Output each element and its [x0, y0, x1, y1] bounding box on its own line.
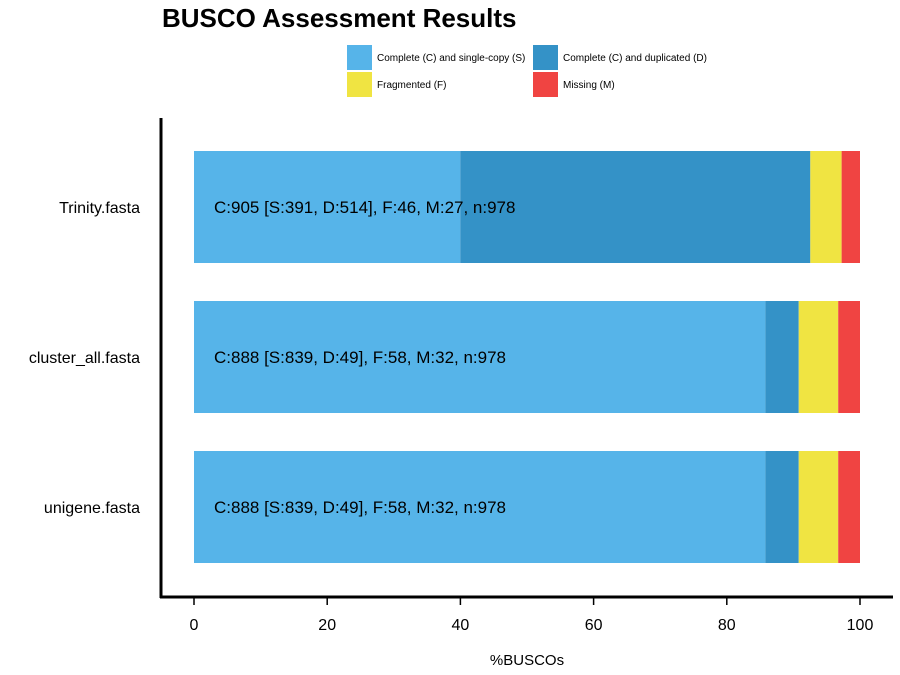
bars: C:905 [S:391, D:514], F:46, M:27, n:978 C…	[194, 151, 860, 563]
legend-label: Missing (M)	[563, 80, 615, 91]
chart-title: BUSCO Assessment Results	[162, 3, 517, 33]
legend-swatch	[347, 72, 372, 97]
bar-segment	[194, 151, 461, 263]
legend-swatch	[533, 72, 558, 97]
bar-segment	[460, 151, 811, 263]
legend-label: Complete (C) and single-copy (S)	[377, 53, 525, 64]
bar-segment	[838, 451, 860, 563]
y-axis-labels: Trinity.fasta cluster_all.fasta unigene.fa…	[29, 200, 140, 517]
bar-segment	[765, 451, 799, 563]
bar-segment	[838, 301, 860, 413]
legend-swatch	[533, 45, 558, 70]
x-axis: 0 20 40 60 80 100	[190, 598, 874, 634]
bar-segment	[798, 451, 839, 563]
x-tick-label: 20	[318, 617, 336, 634]
legend-swatch	[347, 45, 372, 70]
bar-data-label: C:905 [S:391, D:514], F:46, M:27, n:978	[214, 198, 515, 217]
bar-data-label: C:888 [S:839, D:49], F:58, M:32, n:978	[214, 348, 506, 367]
legend-label: Complete (C) and duplicated (D)	[563, 53, 707, 64]
legend: Complete (C) and single-copy (S) Complete…	[347, 45, 707, 97]
bar-segment	[194, 301, 766, 413]
bar-data-label: C:888 [S:839, D:49], F:58, M:32, n:978	[214, 498, 506, 517]
bar-segment	[810, 151, 842, 263]
category-label: cluster_all.fasta	[29, 350, 140, 367]
x-tick-label: 100	[847, 617, 874, 634]
x-tick-label: 0	[190, 617, 199, 634]
bar-segment	[841, 151, 860, 263]
bar-segment	[798, 301, 839, 413]
bar-segment	[194, 451, 766, 563]
legend-label: Fragmented (F)	[377, 80, 446, 91]
x-tick-label: 40	[452, 617, 470, 634]
x-tick-label: 60	[585, 617, 603, 634]
x-tick-label: 80	[718, 617, 736, 634]
category-label: Trinity.fasta	[59, 200, 140, 217]
category-label: unigene.fasta	[44, 500, 140, 517]
x-axis-title: %BUSCOs	[490, 652, 564, 669]
bar-segment	[765, 301, 799, 413]
